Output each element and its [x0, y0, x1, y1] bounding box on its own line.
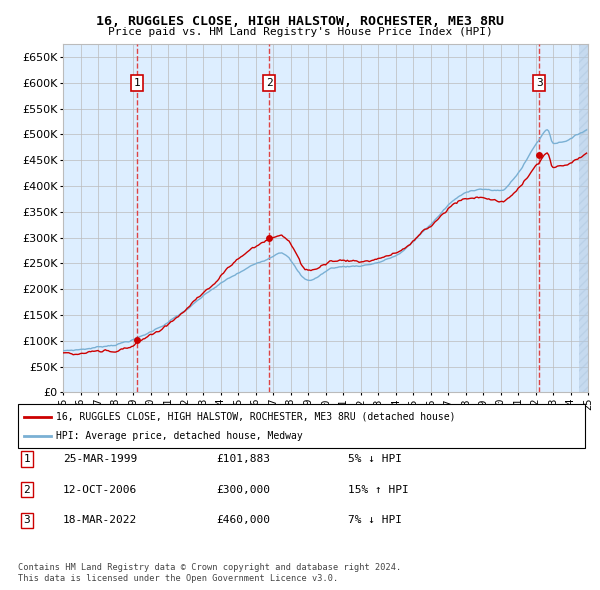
Text: 2: 2 — [266, 78, 272, 88]
Text: 7% ↓ HPI: 7% ↓ HPI — [348, 516, 402, 525]
Text: 3: 3 — [23, 516, 31, 525]
Text: 16, RUGGLES CLOSE, HIGH HALSTOW, ROCHESTER, ME3 8RU: 16, RUGGLES CLOSE, HIGH HALSTOW, ROCHEST… — [96, 15, 504, 28]
Text: £101,883: £101,883 — [216, 454, 270, 464]
Text: £300,000: £300,000 — [216, 485, 270, 494]
Text: 15% ↑ HPI: 15% ↑ HPI — [348, 485, 409, 494]
Text: 2: 2 — [23, 485, 31, 494]
Bar — [579, 44, 588, 392]
Text: 3: 3 — [536, 78, 542, 88]
Text: 16, RUGGLES CLOSE, HIGH HALSTOW, ROCHESTER, ME3 8RU (detached house): 16, RUGGLES CLOSE, HIGH HALSTOW, ROCHEST… — [56, 412, 455, 421]
Text: 1: 1 — [23, 454, 31, 464]
Text: £460,000: £460,000 — [216, 516, 270, 525]
Text: 1: 1 — [134, 78, 140, 88]
Text: 18-MAR-2022: 18-MAR-2022 — [63, 516, 137, 525]
Text: This data is licensed under the Open Government Licence v3.0.: This data is licensed under the Open Gov… — [18, 574, 338, 583]
Text: Contains HM Land Registry data © Crown copyright and database right 2024.: Contains HM Land Registry data © Crown c… — [18, 563, 401, 572]
Text: 5% ↓ HPI: 5% ↓ HPI — [348, 454, 402, 464]
Text: HPI: Average price, detached house, Medway: HPI: Average price, detached house, Medw… — [56, 431, 302, 441]
Text: Price paid vs. HM Land Registry's House Price Index (HPI): Price paid vs. HM Land Registry's House … — [107, 27, 493, 37]
Text: 12-OCT-2006: 12-OCT-2006 — [63, 485, 137, 494]
Text: 25-MAR-1999: 25-MAR-1999 — [63, 454, 137, 464]
